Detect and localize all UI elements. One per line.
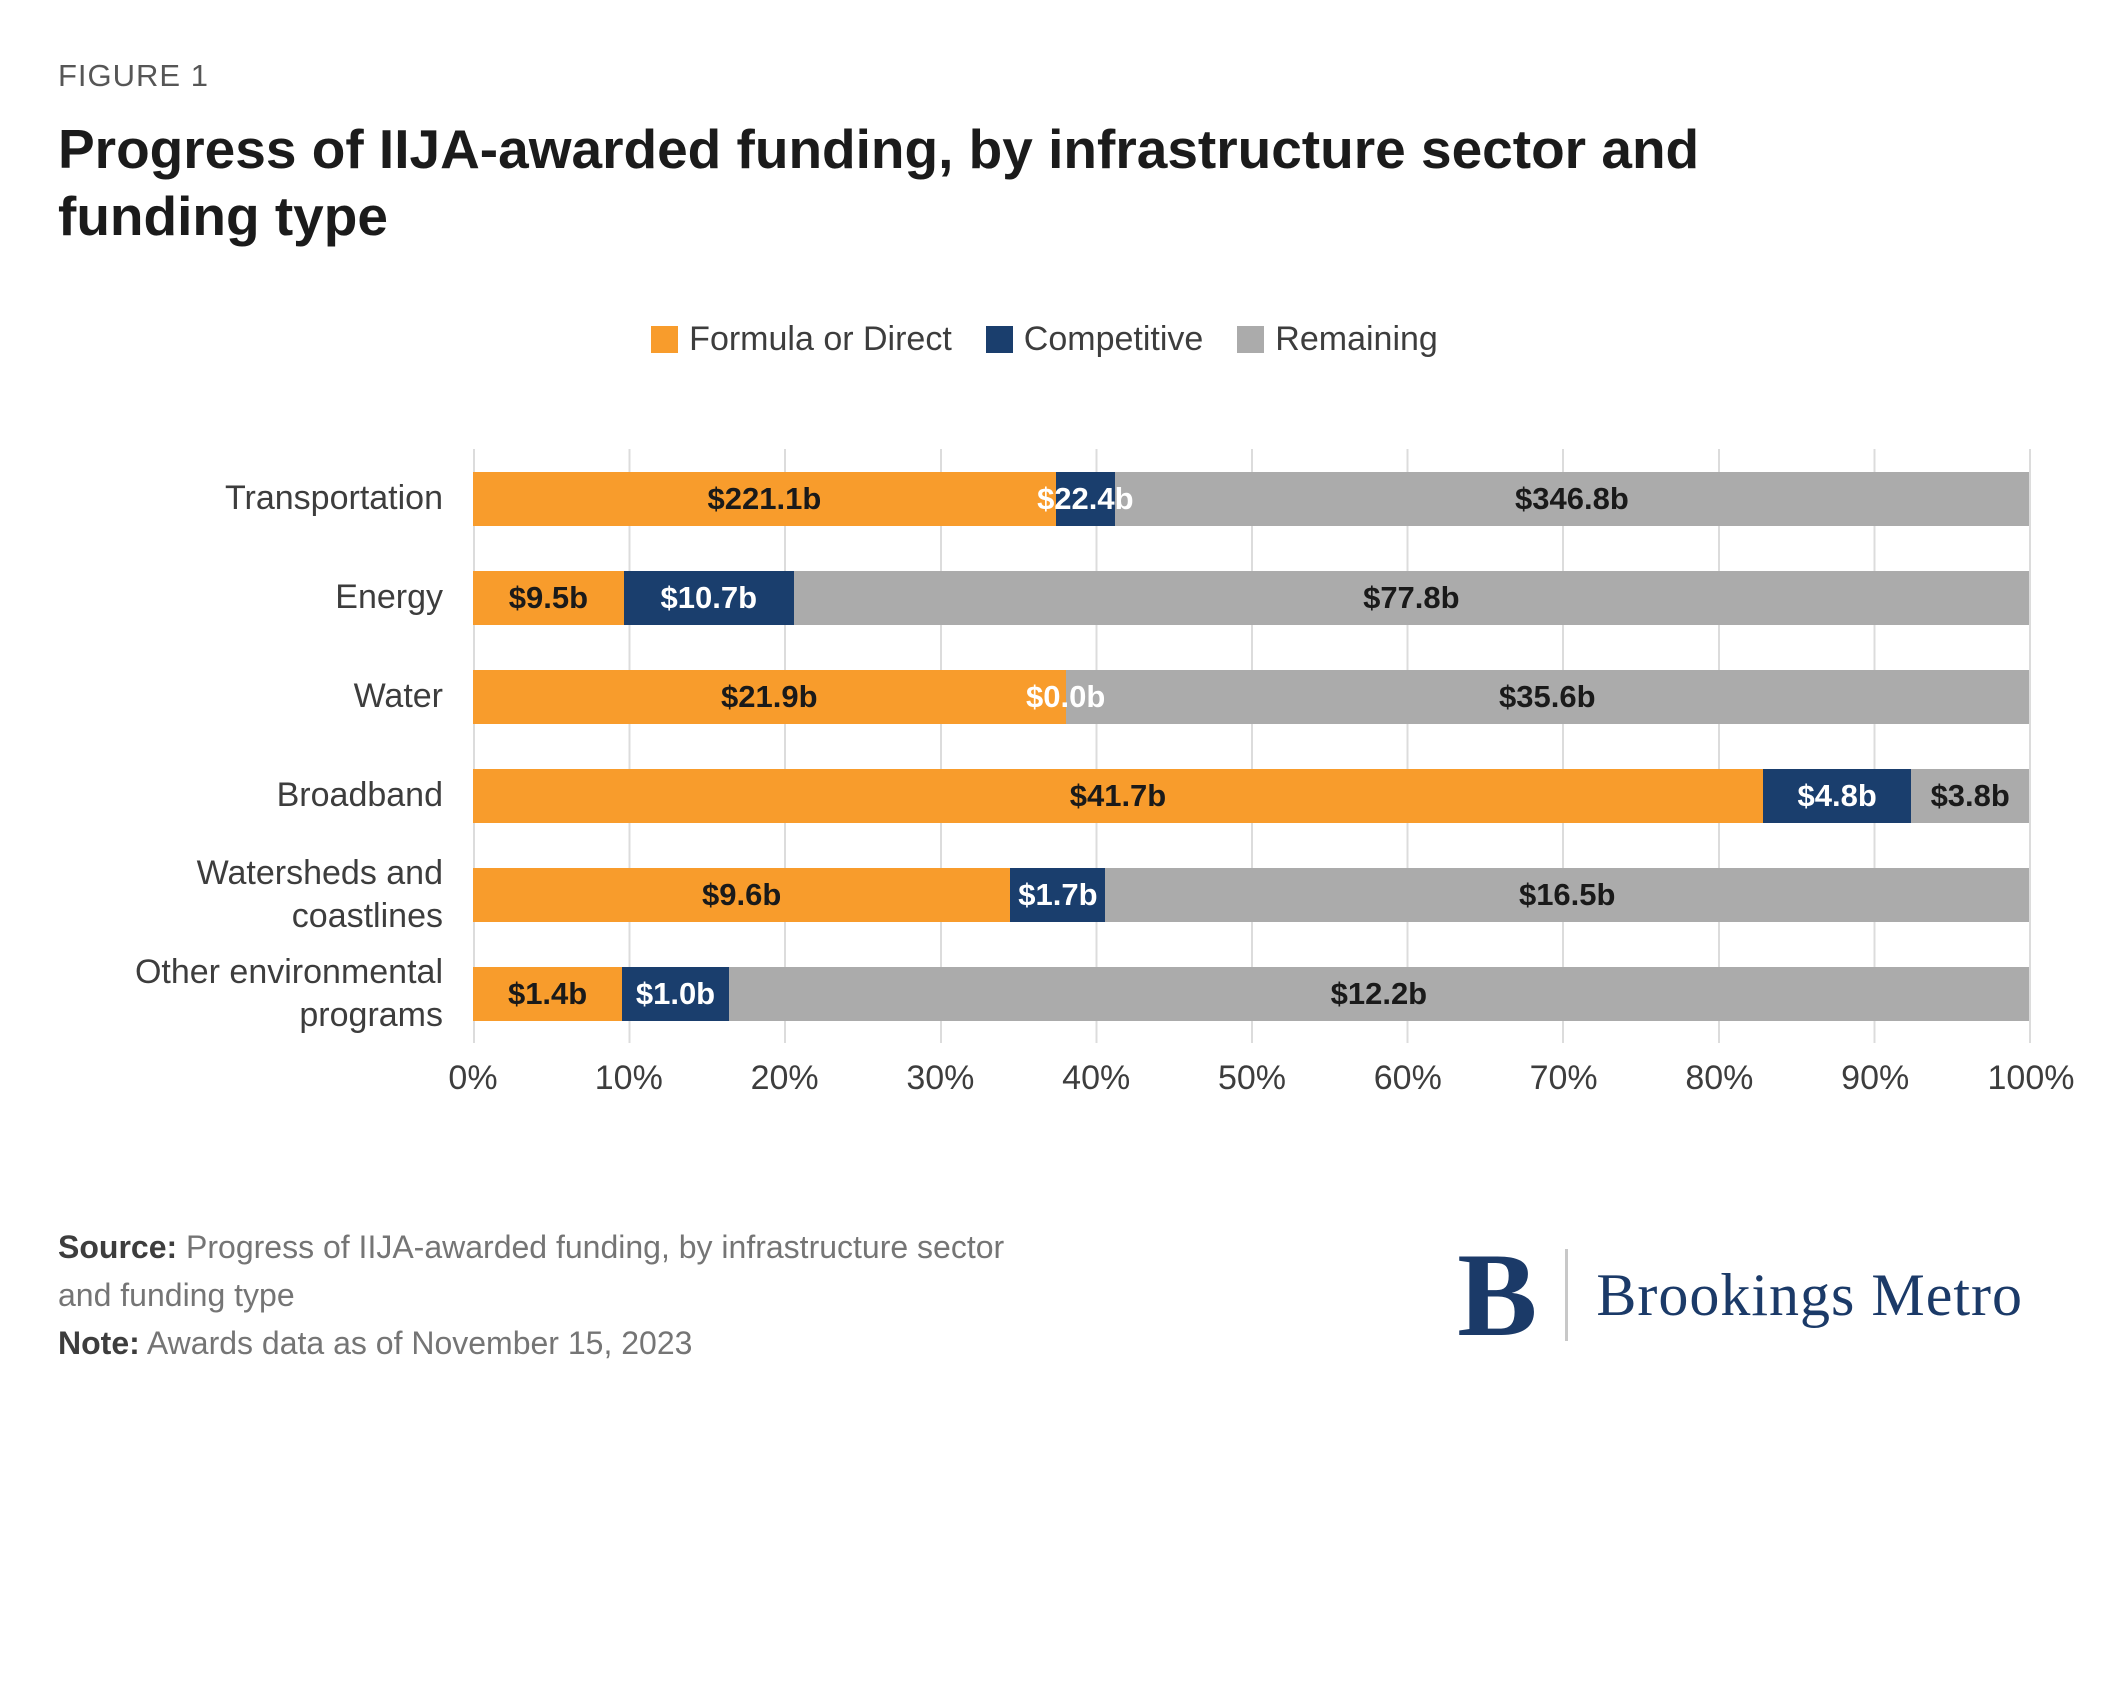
logo-divider bbox=[1565, 1249, 1569, 1342]
bar-segment: $16.5b bbox=[1105, 867, 2029, 922]
bar-value-label: $9.5b bbox=[508, 579, 589, 615]
x-axis-tick: 100% bbox=[1987, 1059, 2075, 1098]
bar-segment: $77.8b bbox=[793, 570, 2029, 625]
source-label: Source: bbox=[58, 1229, 178, 1266]
category-label: Energy bbox=[335, 578, 443, 617]
bar-track: $1.4b $1.0b $12.2b bbox=[473, 944, 2031, 1044]
bar-value-label: $22.4b bbox=[1037, 480, 1134, 516]
x-axis-tick: 20% bbox=[750, 1059, 819, 1098]
legend-swatch-icon bbox=[651, 326, 679, 354]
bar-value-label: $10.7b bbox=[660, 579, 758, 615]
source-note-block: Source: Progress of IIJA-awarded funding… bbox=[58, 1223, 1038, 1367]
bar-segment: $9.6b bbox=[473, 867, 1011, 922]
legend-label: Competitive bbox=[1023, 320, 1204, 359]
source-text: Progress of IIJA-awarded funding, by inf… bbox=[58, 1229, 1005, 1314]
bar-value-label: $12.2b bbox=[1330, 975, 1428, 1011]
bar-segment: $35.6b bbox=[1065, 669, 2029, 724]
bar-segment: $346.8b bbox=[1114, 471, 2029, 526]
bar-value-label: $77.8b bbox=[1363, 579, 1460, 615]
chart-row: Energy $9.5b $10.7b $77.8b bbox=[58, 548, 2031, 648]
bar-value-label: $221.1b bbox=[707, 480, 822, 516]
bar-value-label: $9.6b bbox=[702, 876, 782, 912]
category-label: Watersheds and coastlines bbox=[196, 854, 443, 935]
bar-segment: $221.1b bbox=[473, 471, 1056, 526]
bar-track: $9.6b $1.7b $16.5b bbox=[473, 845, 2031, 945]
bar-segment: $4.8b bbox=[1762, 768, 1912, 823]
category-label: Other environmental programs bbox=[134, 953, 443, 1034]
x-axis-tick: 50% bbox=[1217, 1059, 1287, 1098]
bar-segment: $21.9b bbox=[473, 669, 1066, 724]
chart-row: Water $21.9b $0.0b $35.6b bbox=[58, 647, 2031, 747]
bar-segment: $12.2b bbox=[728, 966, 2029, 1021]
bar-value-label: $21.9b bbox=[721, 678, 818, 714]
bar-value-label: $346.8b bbox=[1515, 480, 1629, 516]
bar-track: $41.7b $4.8b $3.8b bbox=[473, 746, 2031, 846]
legend-swatch-icon bbox=[985, 326, 1013, 354]
x-axis-row: 0% 10% 20% 30% 40% 50% 60% 70% 80% 90% 100% bbox=[58, 1043, 2074, 1113]
x-axis-tick: 0% bbox=[448, 1059, 498, 1098]
bar-segment: $1.4b bbox=[473, 966, 623, 1021]
bar-segment: $3.8b bbox=[1911, 768, 2029, 823]
category-label: Water bbox=[353, 677, 443, 716]
chart-row: Broadband $41.7b $4.8b $3.8b bbox=[58, 746, 2031, 846]
x-axis-spacer bbox=[58, 1043, 443, 1113]
legend-item: Remaining bbox=[1237, 320, 1438, 359]
legend-item: Formula or Direct bbox=[651, 320, 952, 359]
bar-value-label: $1.7b bbox=[1018, 876, 1098, 912]
category-label: Transportation bbox=[225, 479, 443, 518]
bar-value-label: $1.4b bbox=[507, 975, 588, 1011]
x-axis-tick: 60% bbox=[1373, 1059, 1442, 1098]
bar-value-label: $4.8b bbox=[1797, 777, 1877, 813]
x-axis-tick: 10% bbox=[594, 1059, 663, 1098]
figure-label: FIGURE 1 bbox=[58, 58, 209, 93]
bar-segment: $22.4b bbox=[1037, 471, 1134, 526]
note-text: Awards data as of November 15, 2023 bbox=[139, 1325, 693, 1362]
footer: Source: Progress of IIJA-awarded funding… bbox=[58, 1223, 2031, 1367]
logo-text: Brookings Metro bbox=[1596, 1261, 2023, 1328]
source-line: Source: Progress of IIJA-awarded funding… bbox=[58, 1223, 1038, 1319]
bar-track: $21.9b $0.0b $35.6b bbox=[473, 647, 2031, 747]
bar-value-label: $35.6b bbox=[1499, 678, 1596, 714]
x-axis-tick: 90% bbox=[1841, 1059, 1910, 1098]
bar-value-label: $16.5b bbox=[1518, 876, 1616, 912]
bar-track: $9.5b $10.7b $77.8b bbox=[473, 548, 2031, 648]
legend-label: Formula or Direct bbox=[689, 320, 952, 359]
x-axis-tick: 40% bbox=[1062, 1059, 1131, 1098]
x-axis-tick: 70% bbox=[1529, 1059, 1598, 1098]
bar-value-label: $0.0b bbox=[1025, 678, 1106, 714]
x-axis-tick: 80% bbox=[1685, 1059, 1754, 1098]
brookings-b-icon: B bbox=[1457, 1228, 1538, 1362]
bar-track: $221.1b $22.4b $346.8b bbox=[473, 449, 2031, 549]
note-line: Note: Awards data as of November 15, 202… bbox=[58, 1319, 1038, 1367]
bar-segment: $1.7b bbox=[1010, 867, 1106, 922]
legend-item: Competitive bbox=[985, 320, 1204, 359]
legend-label: Remaining bbox=[1275, 320, 1438, 359]
page-title: Progress of IIJA-awarded funding, by inf… bbox=[58, 118, 1700, 248]
note-label: Note: bbox=[58, 1325, 140, 1362]
x-axis: 0% 10% 20% 30% 40% 50% 60% 70% 80% 90% 100% bbox=[448, 1043, 2074, 1113]
bar-segment: $10.7b bbox=[623, 570, 794, 625]
legend: Formula or Direct Competitive Remaining bbox=[58, 320, 2031, 359]
bar-segment: $1.0b bbox=[622, 966, 729, 1021]
stacked-bar-chart: Transportation $221.1b $22.4b $346.8b Energy… bbox=[58, 449, 2031, 1044]
bar-value-label: $41.7b bbox=[1069, 777, 1167, 813]
bar-segment: $9.5b bbox=[473, 570, 624, 625]
chart-row: Watersheds and coastlines $9.6b $1.7b $16.5… bbox=[58, 845, 2031, 945]
x-axis-tick: 30% bbox=[906, 1059, 975, 1098]
figure-container: FIGURE 1 Progress of IIJA-awarded fundin… bbox=[58, 58, 2074, 1367]
bar-value-label: $3.8b bbox=[1930, 777, 2010, 813]
bar-value-label: $1.0b bbox=[635, 975, 716, 1011]
brookings-logo: B Brookings Metro bbox=[1457, 1228, 2031, 1362]
legend-swatch-icon bbox=[1237, 326, 1265, 354]
category-label: Broadband bbox=[276, 776, 443, 815]
chart-row: Transportation $221.1b $22.4b $346.8b bbox=[58, 449, 2031, 549]
chart-row: Other environmental programs $1.4b $1.0b $1… bbox=[58, 944, 2031, 1044]
bar-segment: $41.7b bbox=[473, 768, 1763, 823]
